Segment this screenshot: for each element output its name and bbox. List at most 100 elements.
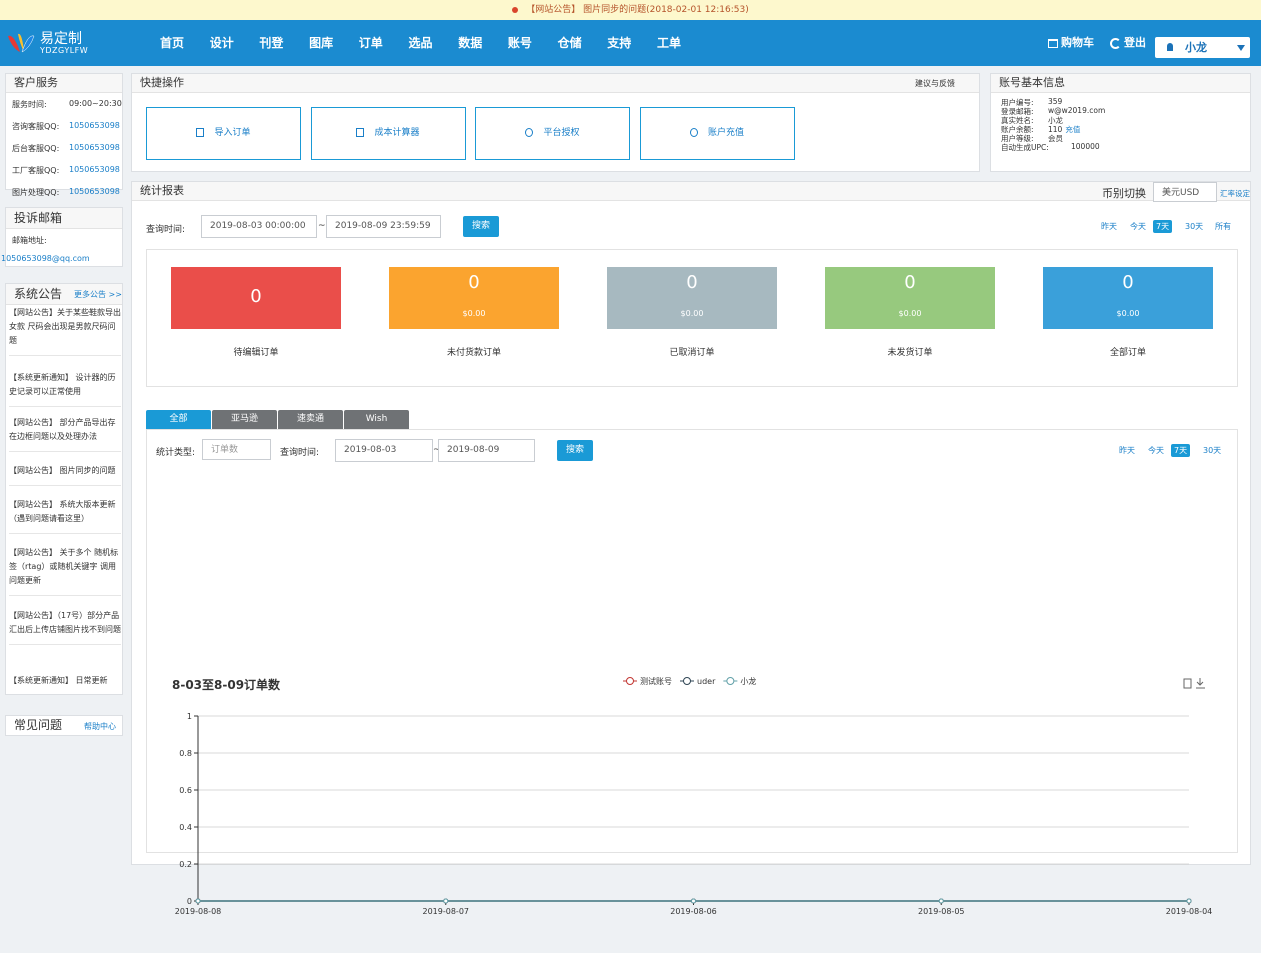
type-label: 统计类型: bbox=[156, 448, 196, 458]
date-end[interactable]: 2019-08-09 bbox=[438, 439, 535, 462]
nav-link[interactable]: 数据 bbox=[458, 36, 483, 50]
rate-link[interactable]: 汇率设定 bbox=[1220, 189, 1250, 198]
account-value-text: 会员 bbox=[1048, 134, 1063, 143]
x-tick-label: 2019-08-08 bbox=[175, 907, 222, 916]
range-option[interactable]: 30天 bbox=[1185, 222, 1204, 231]
nav-link[interactable]: 选品 bbox=[408, 36, 433, 50]
notice-item[interactable]: 【网站公告】 系统大版本更新（遇到问题请看这里） bbox=[9, 498, 121, 534]
service-label: 工厂客服QQ: bbox=[12, 166, 60, 175]
y-tick-label: 0.6 bbox=[179, 786, 192, 795]
nav-link[interactable]: 支持 bbox=[607, 36, 632, 50]
stat-count: 0 bbox=[250, 286, 262, 307]
faq-panel: 常见问题 帮助中心 bbox=[5, 715, 123, 736]
logout-link[interactable]: 登出 bbox=[1110, 20, 1146, 66]
button-text: 平台授权 bbox=[543, 128, 580, 138]
data-point bbox=[938, 898, 944, 904]
app: 【网站公告】 图片同步的问题(2018-02-01 12:16:53) 易定制 YD… bbox=[0, 0, 1261, 916]
panel-title: 账号基本信息 bbox=[991, 74, 1250, 93]
button-icon bbox=[356, 128, 365, 137]
account-panel: 账号基本信息 用户编号: 359 登录邮箱: w@w2019.com 真实姓名: 小龙 账户余… bbox=[990, 73, 1251, 172]
notice-item[interactable]: 【网站公告】 图片同步的问题 bbox=[9, 464, 121, 486]
nav-link[interactable]: 图库 bbox=[309, 36, 334, 50]
more-link[interactable]: 更多公告 >> bbox=[74, 290, 122, 299]
service-label: 后台客服QQ: bbox=[12, 144, 60, 153]
type-input[interactable]: 订单数 bbox=[202, 439, 271, 460]
stat-amount: $0.00 bbox=[680, 309, 704, 318]
account-label: 用户等级: bbox=[1001, 134, 1034, 143]
account-value-text: 100000 bbox=[1071, 142, 1100, 151]
service-value[interactable]: 1050653098 bbox=[69, 187, 120, 196]
quick-button[interactable]: 成本计算器 bbox=[310, 107, 466, 160]
logo-icon bbox=[8, 33, 35, 53]
nav-link[interactable]: 设计 bbox=[209, 36, 234, 50]
quick-button[interactable]: 账户充值 bbox=[639, 107, 795, 160]
tab-content: 统计类型: 订单数 查询时间: 2019-08-03 ~2019-08-09 搜索 昨天 今天… bbox=[146, 429, 1238, 916]
legend-item: 小龙 bbox=[723, 676, 756, 686]
notice-item[interactable]: 【网站公告】（17号）部分产品 汇出后上传店铺图片找不到问题 bbox=[9, 609, 121, 645]
email-value[interactable]: 1050653098@qq.com bbox=[1, 254, 90, 263]
currency-select[interactable]: 美元USD bbox=[1153, 182, 1217, 202]
stat-label: 未发货订单 bbox=[887, 348, 933, 358]
cart-link[interactable]: 购物车 bbox=[1048, 20, 1094, 66]
feedback-link[interactable]: 建议与反馈 bbox=[915, 79, 955, 88]
date-start[interactable]: 2019-08-03 00:00:00 bbox=[201, 215, 317, 238]
range-option[interactable]: 7天 bbox=[1171, 444, 1191, 457]
quick-button[interactable]: 平台授权 bbox=[475, 107, 630, 160]
account-value-text: 359 bbox=[1048, 97, 1063, 106]
date-start[interactable]: 2019-08-03 bbox=[335, 439, 433, 462]
panel-title: 常见问题 bbox=[6, 716, 122, 735]
range-option[interactable]: 昨天 bbox=[1101, 222, 1117, 231]
nav-link[interactable]: 账号 bbox=[507, 36, 532, 50]
nav-link[interactable]: 首页 bbox=[160, 36, 185, 50]
quick-panel: 快捷操作 建议与反馈 导入订单 成本计算器 平台授权 账户充值 bbox=[131, 73, 980, 172]
speaker-icon bbox=[512, 6, 519, 13]
legend-marker bbox=[683, 677, 691, 685]
notice-item[interactable]: 【网站公告】 关于多个 随机标签（rtag）或随机关键字 调用问题更新 bbox=[9, 546, 121, 596]
legend-marker bbox=[626, 677, 634, 685]
range-option[interactable]: 30天 bbox=[1203, 446, 1222, 455]
tab[interactable]: 速卖通 bbox=[278, 410, 343, 429]
email-panel: 投诉邮箱 邮箱地址: 1050653098@qq.com bbox=[1, 207, 123, 267]
button-text: 账户充值 bbox=[707, 128, 744, 138]
account-link[interactable]: 充值 bbox=[1065, 125, 1081, 134]
nav-link[interactable]: 工单 bbox=[657, 36, 682, 50]
service-value[interactable]: 1050653098 bbox=[69, 165, 120, 174]
range-option[interactable]: 今天 bbox=[1148, 446, 1164, 455]
stat-label: 待编辑订单 bbox=[233, 348, 279, 358]
button-icon bbox=[196, 128, 205, 137]
search-button[interactable]: 搜索 bbox=[463, 216, 499, 237]
user-dropdown[interactable]: 小龙 bbox=[1155, 37, 1250, 58]
notice-item[interactable]: 【系统更新通知】 设计器的历史记录可以正常使用 bbox=[9, 371, 121, 407]
x-tick-label: 2019-08-07 bbox=[423, 907, 470, 916]
y-tick-label: 0 bbox=[187, 897, 192, 906]
range-option[interactable]: 7天 bbox=[1153, 220, 1173, 233]
button-icon bbox=[689, 128, 698, 137]
service-value[interactable]: 1050653098 bbox=[69, 143, 120, 152]
service-value[interactable]: 1050653098 bbox=[69, 121, 120, 130]
account-value-text: 小龙 bbox=[1048, 116, 1063, 125]
range-option[interactable]: 所有 bbox=[1215, 222, 1231, 231]
quick-button[interactable]: 导入订单 bbox=[146, 107, 301, 160]
date-end[interactable]: 2019-08-09 23:59:59 bbox=[326, 215, 441, 238]
nav-link[interactable]: 仓储 bbox=[557, 36, 582, 50]
notice-item[interactable]: 【网站公告】关于某些鞋款导出女款 尺码会出现是男款尺码问题 bbox=[9, 306, 121, 356]
notice-item[interactable]: 【系统更新通知】 日常更新 bbox=[9, 676, 108, 685]
button-text: 导入订单 bbox=[214, 128, 251, 138]
service-label: 图片处理QQ: bbox=[12, 188, 60, 197]
legend-label: 小龙 bbox=[740, 676, 756, 686]
notice-item[interactable]: 【网站公告】 部分产品导出存在边框问题以及处理办法 bbox=[9, 416, 121, 452]
help-link[interactable]: 帮助中心 bbox=[84, 722, 116, 731]
search-button[interactable]: 搜索 bbox=[557, 440, 593, 461]
stat-card: 0 $0.00 bbox=[1043, 267, 1213, 329]
tab[interactable]: 亚马逊 bbox=[212, 410, 277, 429]
range-option[interactable]: 昨天 bbox=[1119, 446, 1135, 455]
nav-link[interactable]: 订单 bbox=[358, 36, 383, 50]
notice-text[interactable]: 【网站公告】 图片同步的问题(2018-02-01 12:16:53) bbox=[526, 5, 749, 15]
service-value: 09:00~20:30 bbox=[69, 99, 122, 108]
stat-amount: $0.00 bbox=[898, 309, 922, 318]
nav-link[interactable]: 刊登 bbox=[259, 36, 284, 50]
tab[interactable]: Wish bbox=[344, 410, 409, 429]
range-option[interactable]: 今天 bbox=[1130, 222, 1146, 231]
tab[interactable]: 全部 bbox=[146, 410, 211, 429]
account-value: 小龙 bbox=[1048, 115, 1063, 126]
